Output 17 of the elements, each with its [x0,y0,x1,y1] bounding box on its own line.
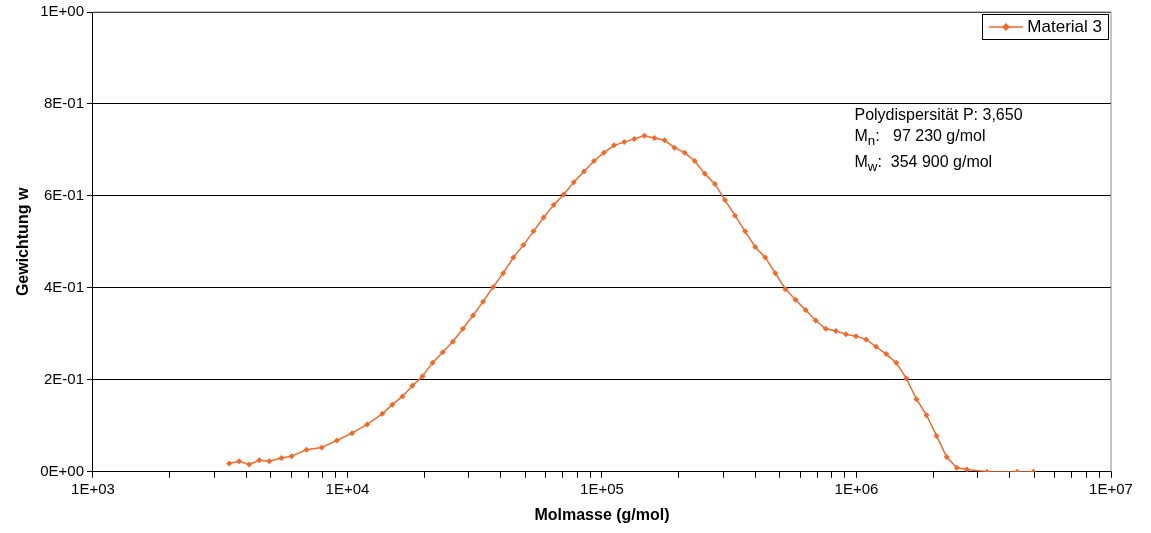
y-axis-title: Gewichtung w [14,187,32,297]
x-tick-label: 1E+06 [834,479,879,497]
x-tick-label: 1E+04 [325,479,370,497]
annotation: M$_{n}$: 97 230 g/mol [854,126,987,151]
x-tick-label: 1E+03 [71,479,115,497]
y-tick-label: 0E+00 [40,461,84,479]
annotation: M$_{w}$: 354 900 g/mol [854,152,994,177]
x-tick-label: 1E+07 [1089,479,1133,497]
legend-label: Material 3 [1027,17,1102,37]
y-tick-label: 6E-01 [43,186,84,204]
annotation: Polydispersität P: 3,650 [854,105,1023,125]
y-tick-label: 2E-01 [43,369,84,387]
y-tick-label: 1E+00 [40,2,84,20]
y-tick-label: 4E-01 [43,278,84,296]
x-axis-title: Molmasse (g/mol) [534,505,670,523]
y-tick-label: 8E-01 [43,94,84,112]
x-tick-label: 1E+05 [580,479,624,497]
